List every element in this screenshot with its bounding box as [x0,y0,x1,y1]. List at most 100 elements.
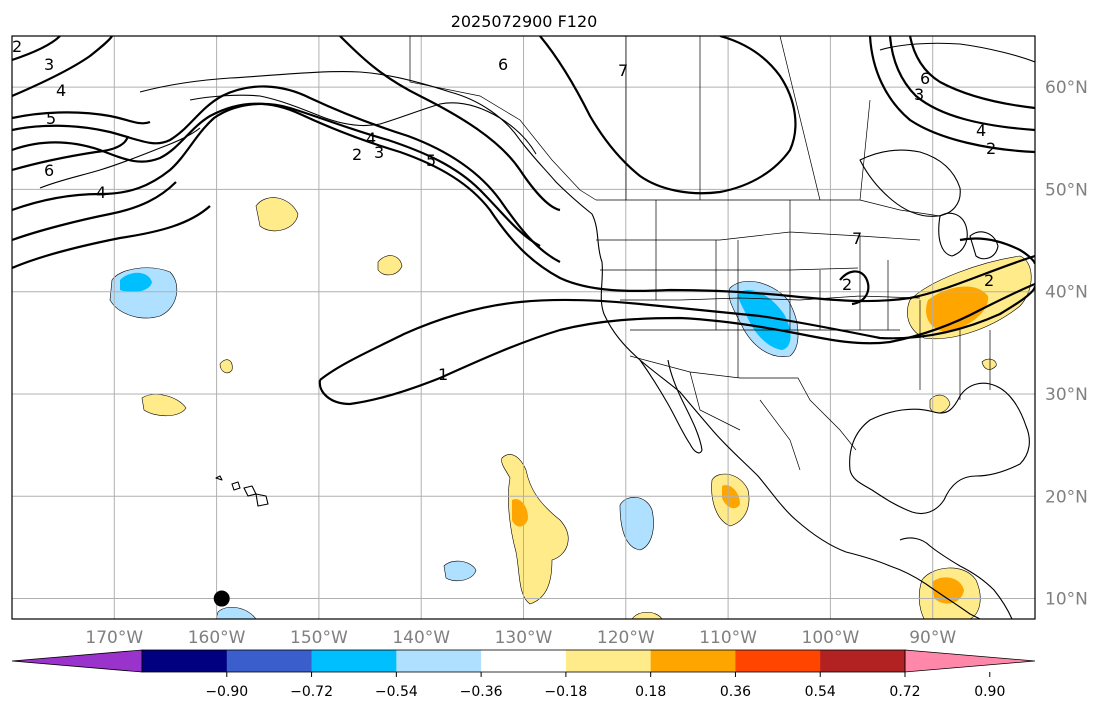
us-state-borders [596,200,991,400]
contour-line-6 [12,135,130,172]
colorbar-tick-label: 0.18 [635,684,666,700]
colorbar-swatch [650,650,736,672]
colorbar: −0.90 −0.72 −0.54 −0.36 −0.18 0.18 0.36 0.54 0.7… [11,649,1036,700]
latitude-label: 60°N [1045,78,1088,98]
great-lakes-coastline [938,212,999,260]
mexico-state-borders [689,371,801,471]
contour-label: 3 [374,143,384,162]
contour-label: 1 [438,365,448,384]
anomaly-blob-negative [619,497,654,551]
contour-line-3 [12,85,561,263]
map-frame [11,35,1036,620]
contour-label: 4 [976,121,986,140]
colorbar-tick-label: −0.72 [290,684,333,700]
contour-line-top-right-2 [868,36,1035,154]
contour-label: 4 [56,81,66,100]
colorbar-swatch [226,650,313,672]
anomaly-core-positive [932,577,964,604]
contour-label: 3 [44,55,54,74]
gridlines [12,36,1035,619]
contour-line-1 [319,285,1035,381]
location-marker [213,590,230,607]
colorbar-extend-low [11,649,143,673]
contour-label: 5 [46,109,56,128]
colorbar-tick-label: 0.54 [805,684,836,700]
north-america-coastline [139,71,981,619]
contour-line-7 [539,36,797,195]
alaska-canada-border [409,36,597,201]
anomaly-core-negative [120,272,152,292]
contour-label: 7 [618,61,628,80]
contour-label: 2 [842,275,852,294]
colorbar-tick-label: 0.72 [889,684,920,700]
contour-line-4 [12,102,541,247]
alaska-coastline [189,94,537,155]
contour-labels: 1 2 2 2 2 2 3 3 3 4 4 4 4 5 5 6 6 6 7 7 [12,37,996,384]
contour-label: 2 [12,37,22,56]
colorbar-tick-label: 0.90 [974,684,1005,700]
contour-label: 2 [986,139,996,158]
contour-line-6-upper [339,36,561,212]
colorbar-swatch [396,650,482,672]
colorbar-swatch [142,650,228,672]
map-area: 1 2 2 2 2 2 3 3 3 4 4 4 4 5 5 6 6 6 7 7 [12,36,1035,619]
contour-label: 6 [44,161,54,180]
baja-california-coastline [639,359,703,454]
contour-line-1-lower [318,282,1035,406]
latitude-label: 20°N [1045,487,1088,507]
longitude-label: 90°W [909,628,956,648]
contour-label: 6 [920,69,930,88]
longitude-label: 120°W [597,628,655,648]
latitude-label: 30°N [1045,385,1088,405]
contour-label: 5 [426,151,436,170]
contour-line-2 [12,102,1035,303]
contour-label: 2 [352,145,362,164]
colorbar-tick-label: −0.90 [205,684,248,700]
contour-label: 4 [366,129,376,148]
anomaly-blob-negative [215,606,257,619]
colorbar-tick-label: −0.54 [375,684,418,700]
anomaly-blob-positive [981,358,997,370]
contour-line-upper-left [12,36,113,98]
contour-line-midwest [839,270,870,306]
contour-line-upper-left-2 [12,36,61,62]
anomaly-core-positive [926,286,989,332]
contour-label: 6 [498,55,508,74]
anomaly-blob-positive [219,359,233,374]
contour-label: 7 [852,229,862,248]
contour-line-top-right-3 [908,36,1035,110]
colorbar-swatch [820,650,906,672]
longitude-label: 170°W [85,628,143,648]
longitude-label: 110°W [699,628,757,648]
contour-label: 3 [914,85,924,104]
longitude-labels: 170°W 160°W 150°W 140°W 130°W 120°W 110°W 100°W… [85,628,956,648]
contour-line-top-right [888,36,1035,132]
anomaly-blob-positive [141,394,187,417]
greenland-edge-coastline [879,42,1035,63]
latitude-label: 40°N [1045,283,1088,303]
latitude-label: 10°N [1045,590,1088,610]
coastlines [39,42,1035,619]
contour-label: 2 [984,271,994,290]
latitude-label: 50°N [1045,180,1088,200]
canada-province-border [625,36,871,201]
colorbar-swatch [311,650,397,672]
latitude-labels: 60°N 50°N 40°N 30°N 20°N 10°N [1045,78,1088,609]
longitude-label: 130°W [495,628,553,648]
colorbar-tick-label: 0.36 [720,684,751,700]
colorbar-swatch [735,650,821,672]
anomaly-blob-positive [255,197,299,232]
contour-label: 4 [96,183,106,202]
anomaly-shading [109,197,1032,619]
political-borders [409,36,991,471]
map-title: 2025072900 F120 [451,12,598,31]
colorbar-extend-high [904,649,1036,673]
colorbar-swatch [565,650,652,672]
hawaiian-islands [215,475,269,507]
contour-lines [12,36,1035,406]
anomaly-blob-negative [443,560,477,582]
longitude-label: 100°W [802,628,860,648]
longitude-label: 140°W [392,628,450,648]
contour-line-left-west-2 [12,205,211,270]
